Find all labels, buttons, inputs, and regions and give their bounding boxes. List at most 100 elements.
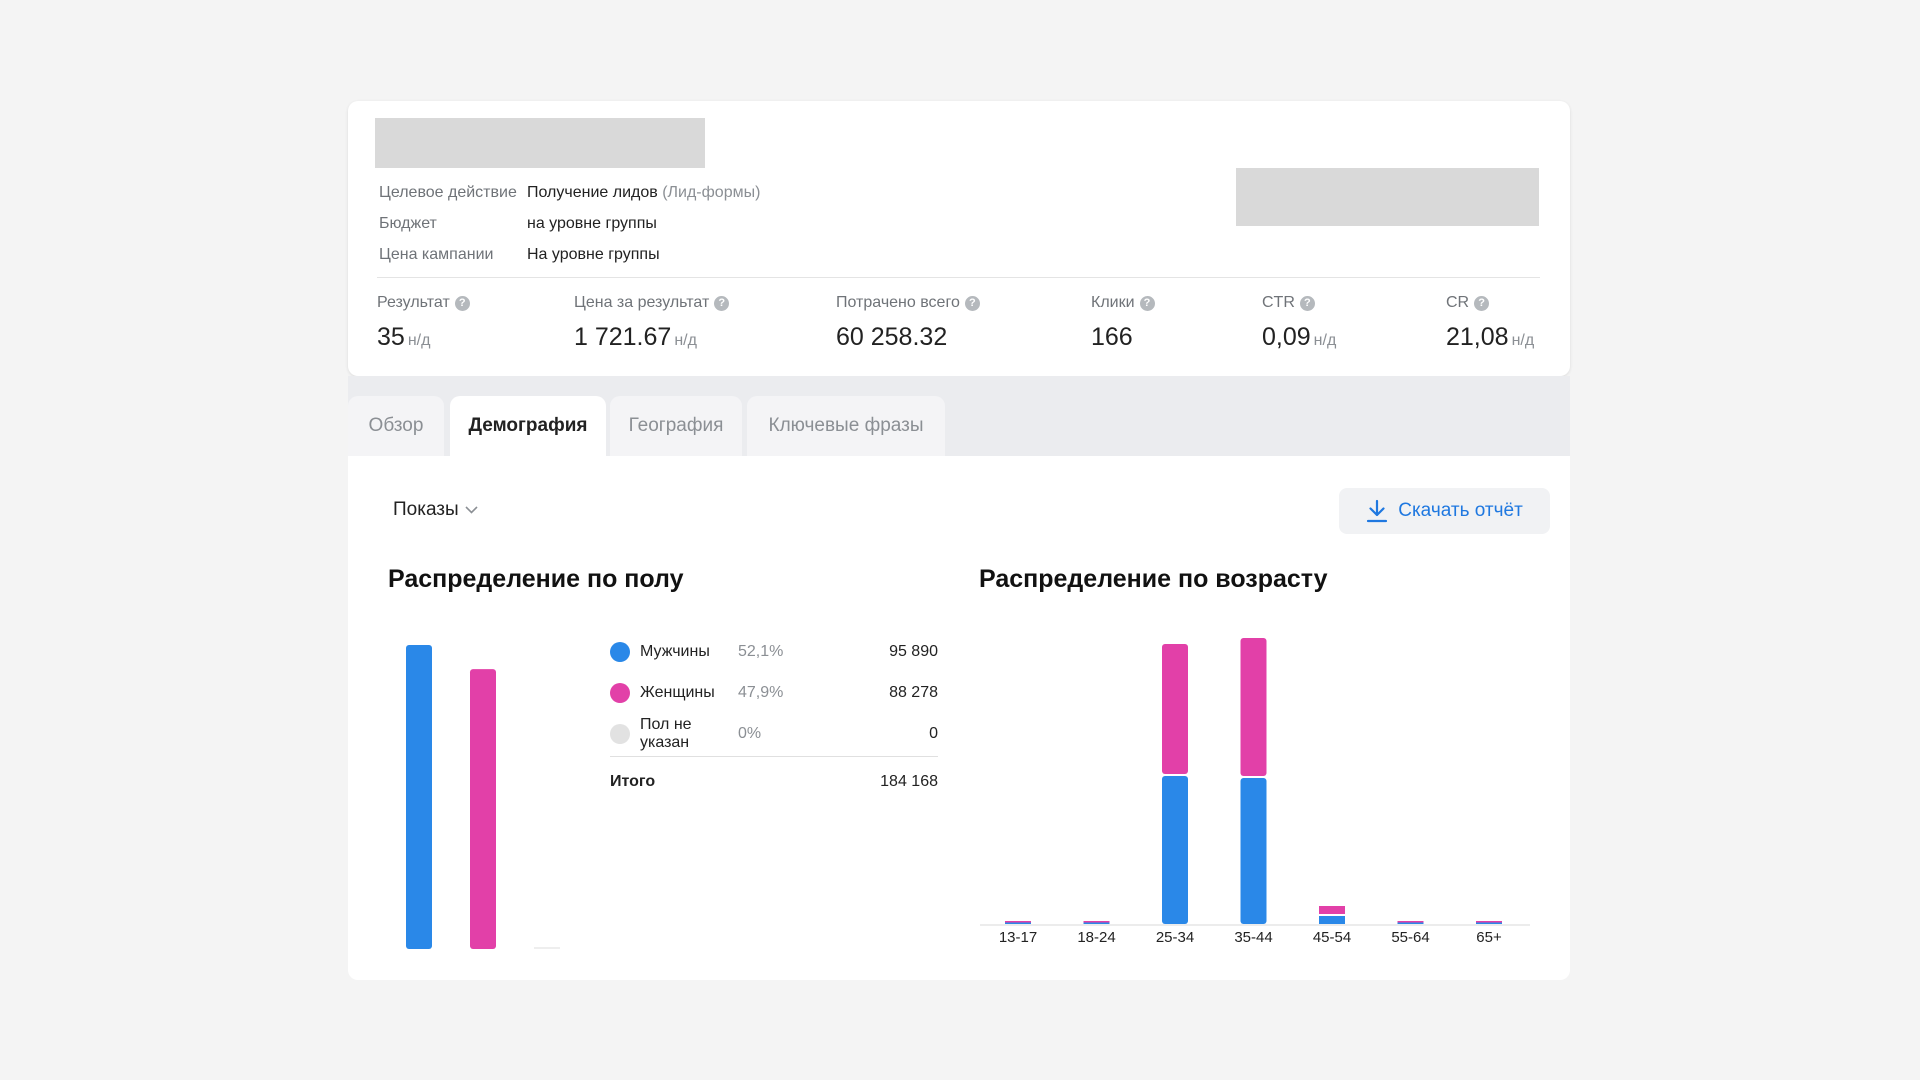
metric-value-number: 21,08 — [1446, 323, 1509, 351]
info-row-price: Цена кампании На уровне группы — [379, 239, 760, 270]
age-bar-male-18-24 — [1083, 922, 1110, 924]
campaign-status-placeholder — [1236, 168, 1539, 226]
help-icon[interactable]: ? — [454, 295, 470, 311]
metric-result: Результат? 35 н/д — [377, 292, 470, 352]
age-bar-female-65+ — [1476, 921, 1502, 923]
metric-value: 60 258.32 — [836, 323, 980, 352]
legend-row-male: Мужчины 52,1% 95 890 — [610, 631, 938, 672]
metric-label-text: Клики — [1091, 294, 1135, 311]
age-tick-label: 25-34 — [1156, 929, 1194, 946]
legend-pct: 0% — [738, 724, 762, 742]
metric-label: CTR? — [1262, 292, 1336, 314]
age-bar-chart: 13-17 18-24 25-34 35-44 45-54 55-64 65+ — [980, 638, 1530, 946]
legend-value: 0 — [929, 724, 938, 742]
metric-label: Цена за результат? — [574, 292, 730, 314]
legend-pct: 47,9% — [738, 683, 784, 701]
help-icon[interactable]: ? — [1299, 295, 1315, 311]
metric-na: н/д — [674, 332, 697, 349]
metric-dropdown[interactable]: Показы — [393, 499, 478, 521]
age-bar-female-55-64 — [1397, 921, 1424, 923]
legend-row-female: Женщины 47,9% 88 278 — [610, 672, 938, 713]
age-tick-label: 45-54 — [1313, 929, 1351, 946]
age-bar-male-35-44 — [1240, 778, 1267, 924]
metric-cost-per-result: Цена за результат? 1 721.67 н/д — [574, 292, 730, 352]
age-bar-male-55-64 — [1397, 922, 1424, 924]
metric-value: 0,09 н/д — [1262, 323, 1336, 352]
age-bar-male-45-54 — [1319, 916, 1345, 924]
legend-pct: 52,1% — [738, 642, 784, 660]
age-bar-male-25-34 — [1162, 776, 1188, 924]
metric-value-number: 1 721.67 — [574, 323, 672, 351]
metric-value-number: 60 258.32 — [836, 323, 948, 351]
metric-value: 21,08 н/д — [1446, 323, 1534, 352]
legend-total-value: 184 168 — [880, 773, 938, 790]
tab-key-phrases[interactable]: Ключевые фразы — [747, 396, 945, 456]
metric-value-number: 35 — [377, 323, 405, 351]
metric-value: 35 н/д — [377, 323, 470, 352]
download-report-button[interactable]: Скачать отчёт — [1339, 488, 1550, 534]
legend-total-row: Итого 184 168 — [610, 767, 938, 797]
metric-label-text: Результат — [377, 294, 450, 311]
info-value: На уровне группы — [527, 245, 660, 263]
legend-name: Женщины — [640, 683, 715, 701]
info-row-target: Целевое действие Получение лидов (Лид-фо… — [379, 177, 760, 208]
download-report-label: Скачать отчёт — [1398, 500, 1523, 521]
gender-chart-title: Распределение по полу — [388, 565, 684, 593]
help-icon[interactable]: ? — [1474, 295, 1490, 311]
legend-divider — [610, 756, 938, 757]
unknown-dot-icon — [610, 723, 630, 744]
age-tick-label: 65+ — [1476, 929, 1502, 946]
age-bar-female-13-17 — [1005, 921, 1031, 923]
legend-name: Мужчины — [640, 642, 710, 660]
legend-value: 95 890 — [889, 642, 938, 660]
metric-clicks: Клики? 166 — [1091, 292, 1155, 352]
metric-cr: CR? 21,08 н/д — [1446, 292, 1534, 352]
help-icon[interactable]: ? — [1139, 295, 1155, 311]
metric-value-number: 166 — [1091, 323, 1133, 351]
metric-ctr: CTR? 0,09 н/д — [1262, 292, 1336, 352]
bar-female — [470, 669, 496, 949]
age-bar-female-18-24 — [1083, 921, 1110, 923]
age-bar-female-35-44 — [1240, 638, 1267, 776]
metric-na: н/д — [1313, 332, 1337, 349]
tabs-bar: Обзор Демография География Ключевые фраз… — [348, 376, 1570, 456]
metric-label: Клики? — [1091, 292, 1155, 314]
info-label: Бюджет — [379, 214, 437, 232]
target-action-extra: (Лид-формы) — [662, 183, 761, 201]
legend-row-unknown: Пол не указан 0% 0 — [610, 713, 938, 754]
age-bar-male-65+ — [1476, 922, 1502, 924]
legend-total-label: Итого — [610, 773, 656, 790]
tab-geography[interactable]: География — [610, 396, 742, 456]
metric-dropdown-label: Показы — [393, 499, 459, 520]
metric-value-number: 0,09 — [1262, 323, 1311, 351]
campaign-info: Целевое действие Получение лидов (Лид-фо… — [379, 177, 760, 270]
age-bar-female-45-54 — [1319, 906, 1345, 914]
metric-value: 1 721.67 н/д — [574, 323, 729, 352]
legend-name: Пол не указан — [640, 715, 692, 751]
age-bar-female-25-34 — [1162, 644, 1188, 774]
metric-value: 166 — [1091, 323, 1155, 352]
help-icon[interactable]: ? — [714, 295, 730, 311]
campaign-name-placeholder — [375, 118, 705, 168]
divider — [377, 277, 1540, 278]
chevron-down-icon — [465, 506, 478, 514]
tab-overview[interactable]: Обзор — [348, 396, 444, 456]
metric-na: н/д — [1511, 332, 1535, 349]
male-dot-icon — [610, 641, 630, 662]
age-chart-title: Распределение по возрасту — [979, 565, 1328, 593]
download-icon — [1367, 499, 1388, 523]
help-icon[interactable]: ? — [964, 295, 980, 311]
tab-demography[interactable]: Демография — [450, 396, 606, 456]
age-tick-label: 35-44 — [1234, 929, 1272, 946]
metric-label-text: CTR — [1262, 294, 1295, 311]
info-row-budget: Бюджет на уровне группы — [379, 208, 760, 239]
gender-bar-chart — [406, 645, 560, 949]
campaign-card: Целевое действие Получение лидов (Лид-фо… — [348, 101, 1570, 376]
age-tick-label: 18-24 — [1077, 929, 1115, 946]
age-tick-label: 55-64 — [1391, 929, 1429, 946]
metric-label: Результат? — [377, 292, 470, 314]
demography-panel: Показы Скачать отчёт Распределение по по… — [348, 456, 1570, 980]
age-tick-label: 13-17 — [999, 929, 1037, 946]
age-bar-male-13-17 — [1005, 922, 1031, 924]
metric-label: CR? — [1446, 292, 1534, 314]
